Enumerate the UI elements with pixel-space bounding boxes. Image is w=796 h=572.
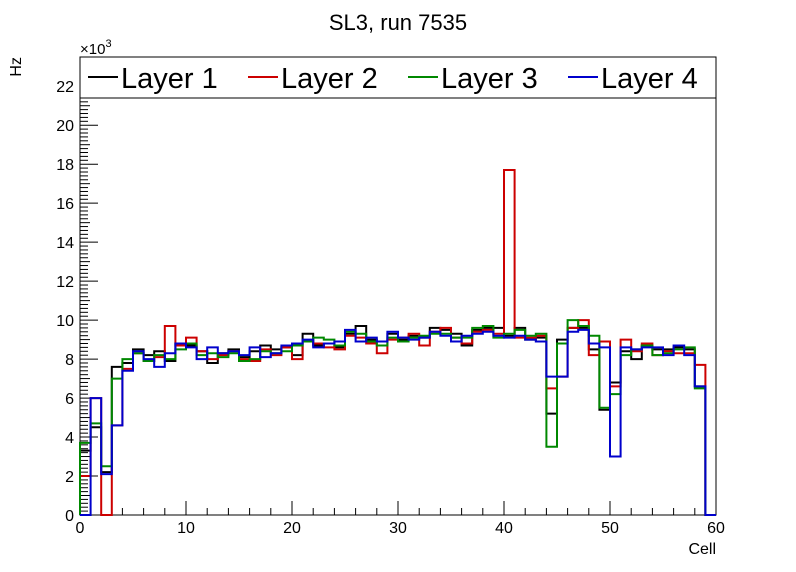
y-tick-label: 12 [56,274,74,291]
legend-label-layer-3: Layer 3 [441,63,538,95]
legend: Layer 1 Layer 2 Layer 3 Layer 4 [88,63,698,95]
x-tick-label: 60 [707,520,725,537]
legend-box [79,56,717,99]
y-tick-label: 4 [65,430,74,447]
x-tick-label: 20 [283,520,301,537]
y-tick-label: 10 [56,313,74,330]
x-tick-label: 50 [601,520,619,537]
y-tick-label: 22 [56,79,74,96]
y-multiplier-base: ×10 [80,41,105,58]
legend-label-layer-2: Layer 2 [281,63,378,95]
series-line-layer-4 [80,328,716,516]
legend-label-layer-1: Layer 1 [121,63,218,95]
x-tick-label: 30 [389,520,407,537]
y-multiplier: ×103 [80,38,112,58]
x-axis-label: Cell [688,541,716,558]
y-tick-label: 14 [56,235,74,252]
y-tick-label: 18 [56,157,74,174]
y-tick-label: 0 [65,508,74,525]
x-tick-label: 0 [76,520,85,537]
y-tick-label: 6 [65,391,74,408]
y-tick-label: 20 [56,118,74,135]
y-axis: 0 2 4 6 8 10 12 14 16 18 20 22 [56,66,98,525]
x-axis: 0 10 20 30 40 50 60 [76,501,725,537]
x-tick-label: 10 [177,520,195,537]
y-tick-label: 8 [65,352,74,369]
y-tick-label: 2 [65,469,74,486]
y-multiplier-exponent: 3 [105,38,111,50]
legend-label-layer-4: Layer 4 [601,63,698,95]
series-layer [79,169,716,516]
x-tick-label: 40 [495,520,513,537]
y-axis-label: Hz [8,57,25,77]
chart-title: SL3, run 7535 [329,10,467,35]
y-tick-label: 16 [56,196,74,213]
